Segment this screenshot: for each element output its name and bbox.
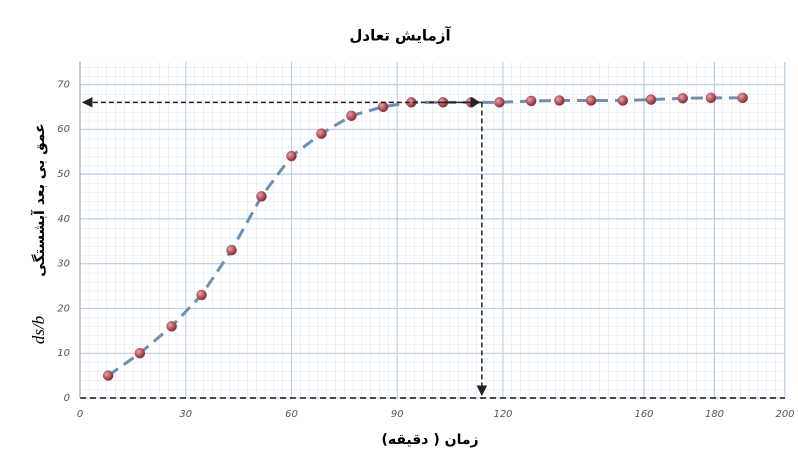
- x-tick-label: 90: [391, 409, 404, 420]
- y-tick-label: 40: [57, 214, 70, 225]
- data-point: [134, 347, 146, 359]
- data-point: [554, 95, 565, 106]
- data-point: [226, 244, 237, 256]
- data-point: [286, 150, 297, 162]
- data-point: [645, 94, 657, 105]
- x-tick-label: 120: [493, 409, 512, 420]
- chart-title: آزمایش تعادل: [349, 27, 451, 45]
- x-tick-label: 180: [705, 409, 724, 420]
- x-tick-label: 60: [285, 409, 298, 420]
- x-tick-label: 160: [634, 409, 653, 420]
- plot-area: [80, 62, 785, 398]
- data-point: [494, 97, 505, 108]
- data-point: [316, 128, 327, 139]
- x-tick-label: 30: [179, 409, 192, 420]
- data-point: [377, 101, 389, 113]
- data-point: [196, 289, 207, 301]
- x-tick-label: 200: [775, 409, 794, 420]
- data-point: [102, 370, 114, 381]
- data-point: [166, 321, 177, 332]
- data-point: [256, 191, 267, 202]
- y-tick-label: 20: [57, 303, 70, 314]
- data-point: [585, 95, 597, 106]
- y-tick-label: 30: [57, 259, 70, 270]
- data-point: [705, 92, 717, 104]
- data-point: [737, 92, 748, 104]
- y-axis-symbol: ds/b: [29, 316, 48, 344]
- y-tick-label: 60: [57, 124, 70, 135]
- x-axis-label: زمان ( دقیقه): [381, 432, 478, 448]
- y-tick-label: 70: [57, 79, 70, 90]
- y-tick-label: 50: [57, 169, 70, 180]
- y-tick-label: 10: [57, 348, 70, 359]
- data-point: [617, 95, 629, 106]
- x-tick-label: 0: [77, 409, 83, 420]
- y-tick-label: 0: [64, 393, 70, 404]
- y-axis-label: عمق بی بعد آبشستگی: [30, 123, 48, 276]
- data-point: [677, 93, 689, 104]
- data-point: [346, 110, 357, 122]
- trend-line: [107, 96, 743, 377]
- data-point: [525, 95, 537, 107]
